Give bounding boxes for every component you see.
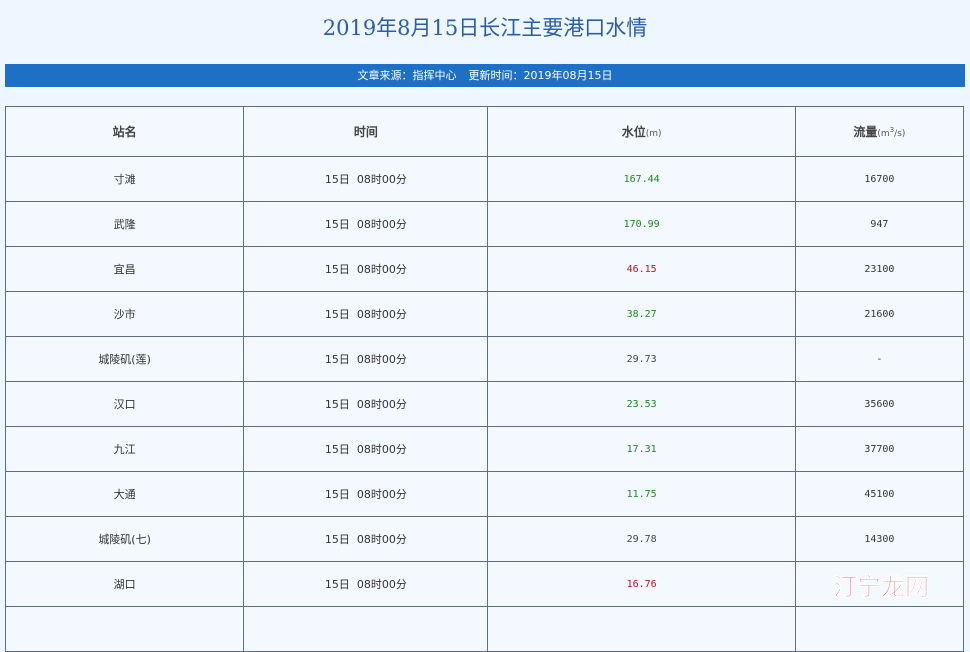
header-level-label: 水位: [621, 125, 646, 139]
water-level-cell: 46.15: [487, 246, 796, 292]
header-station: 站名: [4, 106, 245, 157]
flow-cell: 14300: [794, 516, 965, 562]
time-cell: 15日 08时00分: [243, 471, 489, 517]
flow-cell: [794, 606, 965, 652]
water-level-table: 站名 时间 水位(m) 流量(m3/s) 寸滩 15日 08时00分 167.44 1…: [4, 106, 965, 652]
station-cell: 沙市: [4, 291, 245, 337]
table-row: 城陵矶(七) 15日 08时00分 29.78 14300: [4, 516, 965, 562]
station-cell: 城陵矶(七): [4, 516, 245, 562]
table-row: 湖口 15日 08时00分 16.76: [4, 561, 965, 607]
flow-cell: 16700: [794, 156, 965, 202]
flow-cell: 21600: [794, 291, 965, 337]
source-label: 文章来源：: [357, 69, 413, 82]
page-title: 2019年8月15日长江主要港口水情: [322, 16, 648, 40]
flow-cell: -: [794, 336, 965, 382]
table-row: 九江 15日 08时00分 17.31 37700: [4, 426, 965, 472]
header-time-label: 时间: [353, 125, 378, 139]
water-level-cell: 29.73: [487, 336, 796, 382]
time-cell: 15日 08时00分: [243, 291, 489, 337]
time-cell: 15日 08时00分: [243, 336, 489, 382]
water-level-cell: 170.99: [487, 201, 796, 247]
flow-unit-prefix: (m: [877, 129, 890, 139]
time-cell: 15日 08时00分: [243, 156, 489, 202]
header-flow-label: 流量: [853, 125, 878, 139]
table-row: 大通 15日 08时00分 11.75 45100: [4, 471, 965, 517]
watermark-text: 汀宁龙网: [833, 573, 929, 601]
updated-value: 2019年08月15日: [523, 69, 613, 82]
water-level-cell: 38.27: [487, 291, 796, 337]
header-flow: 流量(m3/s): [794, 106, 965, 157]
water-level-cell: 23.53: [487, 381, 796, 427]
flow-cell: 35600: [794, 381, 965, 427]
time-cell: 15日 08时00分: [243, 381, 489, 427]
flow-cell: 37700: [794, 426, 965, 472]
station-cell: 寸滩: [4, 156, 245, 202]
station-cell: 武隆: [4, 201, 245, 247]
water-level-cell: 11.75: [487, 471, 796, 517]
water-level-cell: 29.78: [487, 516, 796, 562]
station-cell: 城陵矶(莲): [4, 336, 245, 382]
article-meta-bar: 文章来源：指挥中心 更新时间：2019年08月15日: [5, 64, 965, 87]
table-row: 沙市 15日 08时00分 38.27 21600: [4, 291, 965, 337]
station-cell: [4, 606, 245, 652]
table-row: 宜昌 15日 08时00分 46.15 23100: [4, 246, 965, 292]
flow-cell: 23100: [794, 246, 965, 292]
time-cell: 15日 08时00分: [243, 201, 489, 247]
table-row: 汉口 15日 08时00分 23.53 35600: [4, 381, 965, 427]
header-level-unit: (m): [645, 129, 662, 139]
table-row: 武隆 15日 08时00分 170.99 947: [4, 201, 965, 247]
source-value: 指挥中心: [412, 69, 457, 82]
water-level-table-container: 站名 时间 水位(m) 流量(m3/s) 寸滩 15日 08时00分 167.44 1…: [4, 106, 965, 652]
header-level: 水位(m): [487, 106, 796, 157]
header-station-label: 站名: [112, 125, 137, 139]
water-level-cell: 167.44: [487, 156, 796, 202]
station-cell: 大通: [4, 471, 245, 517]
logo-watermark-icon: 汀宁龙网: [833, 573, 930, 602]
time-cell: 15日 08时00分: [243, 561, 489, 607]
flow-unit-exponent: 3: [889, 126, 895, 134]
water-level-cell: 17.31: [487, 426, 796, 472]
table-header-row: 站名 时间 水位(m) 流量(m3/s): [4, 106, 965, 157]
water-level-cell: [487, 606, 796, 652]
time-cell: 15日 08时00分: [243, 246, 489, 292]
updated-label: 更新时间：: [468, 69, 524, 82]
time-cell: [243, 606, 489, 652]
header-flow-unit: (m3/s): [877, 126, 906, 139]
time-cell: 15日 08时00分: [243, 426, 489, 472]
station-cell: 湖口: [4, 561, 245, 607]
table-row: 寸滩 15日 08时00分 167.44 16700: [4, 156, 965, 202]
flow-cell: 947: [794, 201, 965, 247]
header-time: 时间: [243, 106, 489, 157]
table-row: [4, 606, 965, 652]
flow-unit-suffix: /s): [894, 129, 906, 139]
flow-cell: 45100: [794, 471, 965, 517]
table-row: 城陵矶(莲) 15日 08时00分 29.73-: [4, 336, 965, 382]
station-cell: 宜昌: [4, 246, 245, 292]
water-level-cell: 16.76: [487, 561, 796, 607]
time-cell: 15日 08时00分: [243, 516, 489, 562]
station-cell: 九江: [4, 426, 245, 472]
table-body: 寸滩 15日 08时00分 167.44 16700 武隆 15日 08时00分 170.9…: [4, 156, 965, 652]
station-cell: 汉口: [4, 381, 245, 427]
